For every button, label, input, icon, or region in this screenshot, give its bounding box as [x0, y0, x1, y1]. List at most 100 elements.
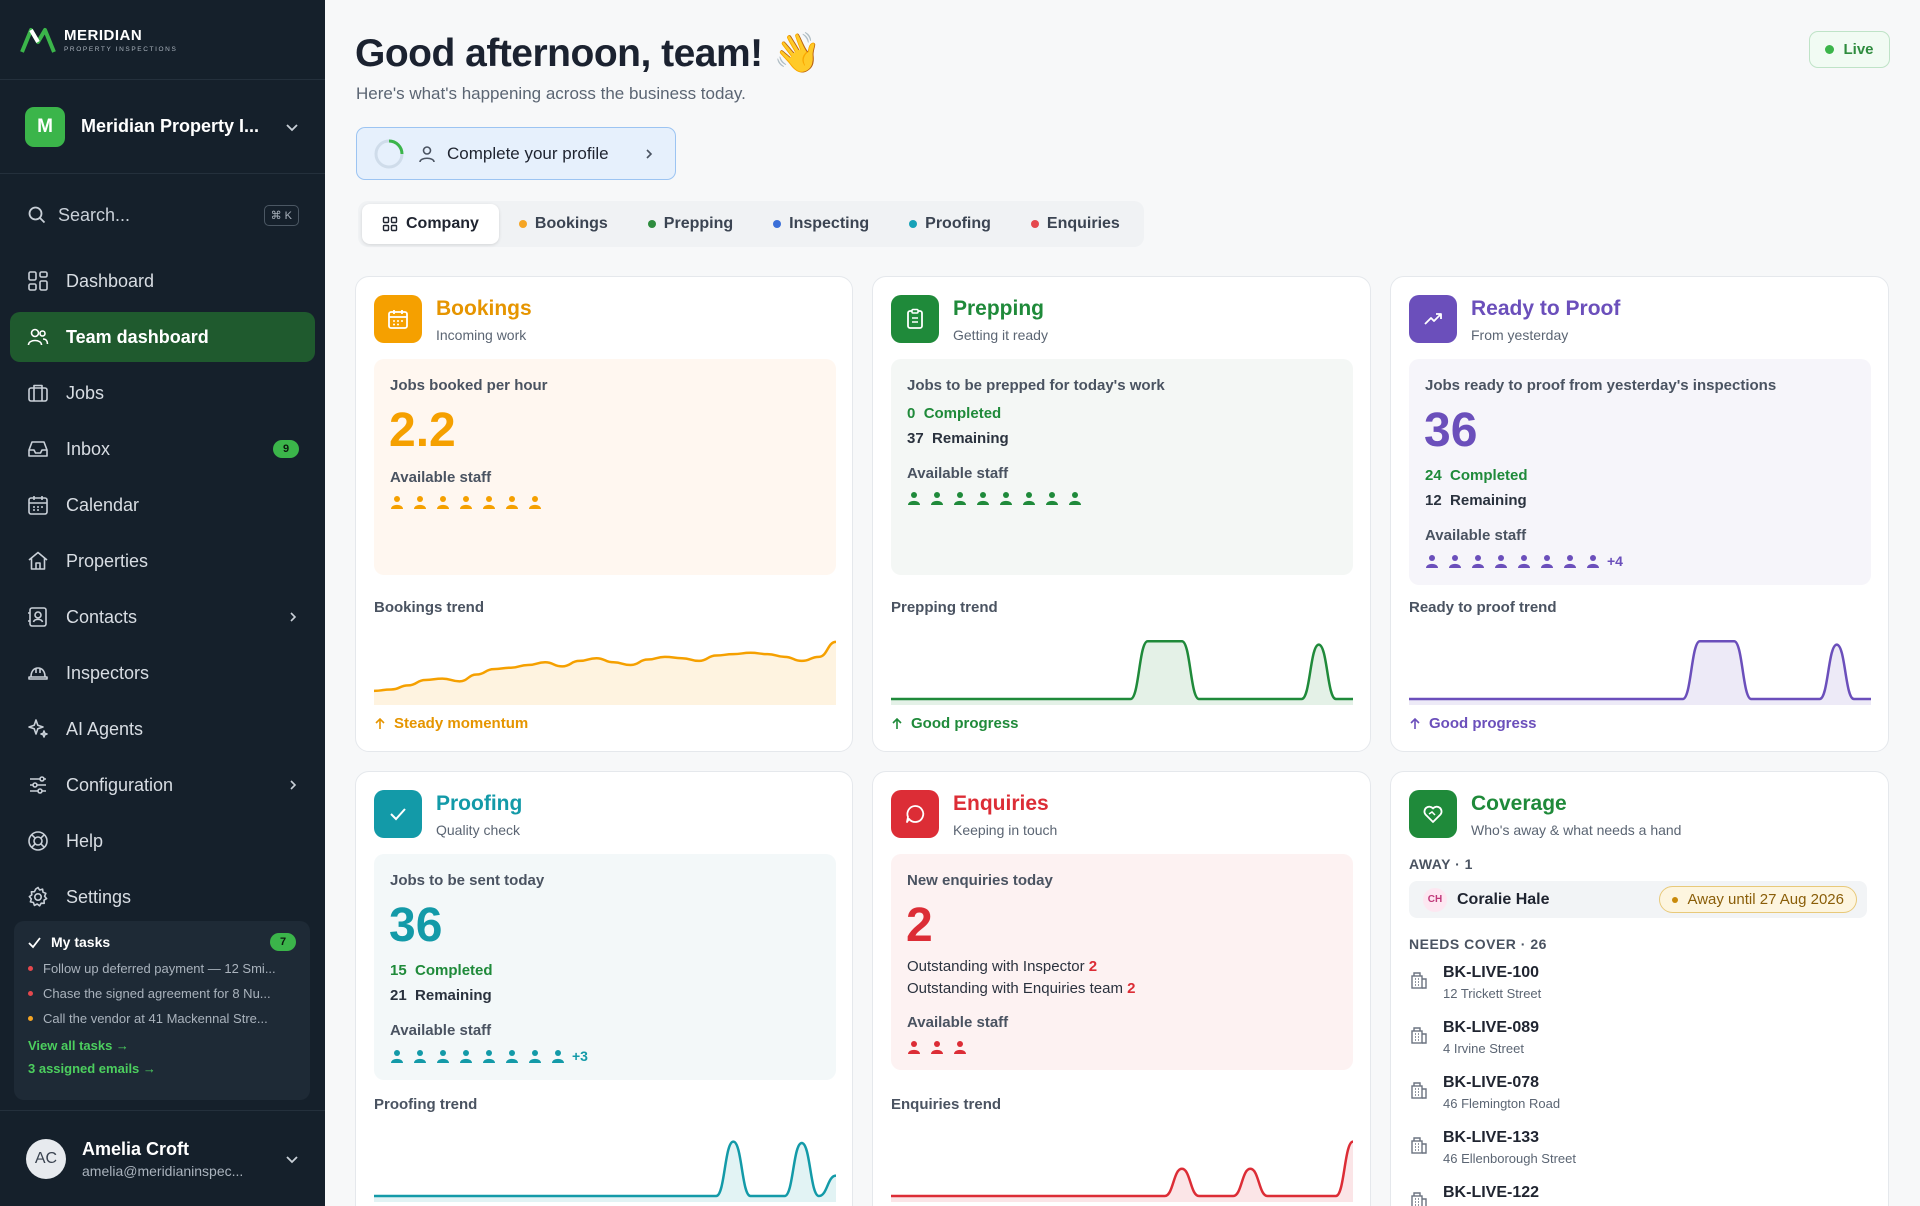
prepping-metric-panel: Jobs to be prepped for today's work 0 Co…	[891, 359, 1353, 575]
prepping-card[interactable]: Prepping Getting it ready Jobs to be pre…	[872, 276, 1371, 752]
workspace-switcher[interactable]: M Meridian Property I...	[0, 80, 325, 174]
assigned-emails-link[interactable]: 3 assigned emails →	[28, 1061, 156, 1076]
remaining-count: 37 Remaining	[907, 430, 1009, 447]
staff-person-icon	[460, 1050, 472, 1063]
bookings-metric-value: 2.2	[389, 404, 456, 457]
trend-line	[891, 1140, 1353, 1198]
needs-cover-item[interactable]: BK-LIVE-100 12 Trickett Street	[1409, 964, 1867, 1014]
sidebar-item-settings[interactable]: Settings	[10, 872, 315, 922]
away-person-row[interactable]: CH Coralie Hale Away until 27 Aug 2026	[1409, 881, 1867, 918]
trend-label: Prepping trend	[891, 599, 998, 616]
proof-metric-panel: Jobs ready to proof from yesterday's ins…	[1409, 359, 1871, 585]
completed-label: Completed	[415, 962, 493, 979]
chevron-down-icon	[286, 123, 298, 131]
sidebar-item-help[interactable]: Help	[10, 816, 315, 866]
chevron-down-icon	[286, 1155, 298, 1163]
calendar-icon	[28, 496, 48, 515]
sidebar-item-label: AI Agents	[66, 718, 144, 739]
card-title: Proofing	[436, 792, 523, 815]
search-input[interactable]: Search...	[58, 204, 131, 225]
brand-name: MERIDIAN	[64, 26, 143, 44]
task-item[interactable]: Follow up deferred payment — 12 Smi...	[28, 961, 296, 976]
completed-count: 24 Completed	[1425, 467, 1528, 484]
staff-person-icon	[506, 496, 518, 509]
lifebuoy-icon	[28, 831, 48, 851]
sidebar-item-ai-agents[interactable]: AI Agents	[10, 704, 315, 754]
needs-cover-item[interactable]: BK-LIVE-122	[1409, 1184, 1867, 1206]
available-staff	[907, 1040, 976, 1054]
home-icon	[28, 551, 48, 570]
tab-prepping[interactable]: Prepping	[628, 204, 753, 244]
task-item[interactable]: Call the vendor at 41 Mackennal Stre...	[28, 1011, 296, 1026]
chevron-right-icon	[646, 148, 653, 159]
sidebar-item-contacts[interactable]: Contacts	[10, 592, 315, 642]
needs-cover-item[interactable]: BK-LIVE-089 4 Irvine Street	[1409, 1019, 1867, 1069]
building-icon	[1411, 972, 1427, 989]
sidebar-item-jobs[interactable]: Jobs	[10, 368, 315, 418]
sidebar-item-team-dashboard[interactable]: Team dashboard	[10, 312, 315, 362]
sidebar-item-configuration[interactable]: Configuration	[10, 760, 315, 810]
card-subtitle: Incoming work	[436, 327, 527, 343]
heart-handshake-icon	[1409, 790, 1457, 838]
completed-label: Completed	[923, 405, 1002, 422]
needs-cover-item[interactable]: BK-LIVE-133 46 Ellenborough Street	[1409, 1129, 1867, 1179]
available-staff	[390, 495, 551, 509]
tab-label: Company	[406, 215, 479, 232]
staff-label: Available staff	[1425, 527, 1527, 544]
sparkles-icon	[28, 719, 48, 738]
sidebar-item-properties[interactable]: Properties	[10, 536, 315, 586]
live-dot-icon	[1825, 45, 1835, 54]
staff-person-icon	[931, 1041, 943, 1054]
bookings-card[interactable]: Bookings Incoming work Jobs booked per h…	[355, 276, 853, 752]
tab-dot-icon	[518, 220, 527, 228]
bookings-trend-chart	[374, 640, 836, 705]
avatar: CH	[1423, 887, 1447, 912]
tab-enquiries[interactable]: Enquiries	[1011, 204, 1140, 244]
tab-inspecting[interactable]: Inspecting	[753, 204, 889, 244]
tab-dot-icon	[1030, 220, 1039, 228]
enquiries-card[interactable]: Enquiries Keeping in touch New enquiries…	[872, 771, 1371, 1206]
coverage-card[interactable]: Coverage Who's away & what needs a hand …	[1390, 771, 1889, 1206]
view-all-tasks-link[interactable]: View all tasks →	[28, 1038, 129, 1053]
ready-to-proof-card[interactable]: Ready to Proof From yesterday Jobs ready…	[1390, 276, 1889, 752]
sidebar-item-inspectors[interactable]: Inspectors	[10, 648, 315, 698]
staff-person-icon	[414, 1050, 426, 1063]
tab-company[interactable]: Company	[362, 204, 499, 244]
brand[interactable]: MERIDIAN PROPERTY INSPECTIONS	[0, 0, 325, 80]
complete-profile-button[interactable]: Complete your profile	[356, 127, 676, 180]
card-title: Ready to Proof	[1471, 297, 1621, 320]
trending-up-icon	[1409, 295, 1457, 343]
chevron-right-icon	[290, 612, 297, 622]
sidebar-item-calendar[interactable]: Calendar	[10, 480, 315, 530]
search-icon	[28, 206, 46, 224]
outstanding-team: Outstanding with Enquiries team 2	[907, 980, 1135, 997]
sidebar-item-inbox[interactable]: Inbox 9	[10, 424, 315, 474]
search-bar[interactable]: Search... ⌘ K	[0, 174, 325, 256]
staff-label: Available staff	[390, 1022, 492, 1039]
trend-area	[1409, 641, 1871, 705]
booking-id: BK-LIVE-133	[1443, 1129, 1540, 1146]
trend-label: Ready to proof trend	[1409, 599, 1557, 616]
tab-dot-icon	[773, 220, 782, 228]
my-tasks-panel: My tasks 7 Follow up deferred payment — …	[14, 921, 310, 1100]
staff-person-icon	[1518, 555, 1530, 568]
clipboard-icon	[891, 295, 939, 343]
tab-proofing[interactable]: Proofing	[889, 204, 1011, 244]
sidebar-item-dashboard[interactable]: Dashboard	[10, 256, 315, 306]
completed-label: Completed	[1450, 467, 1528, 484]
contacts-icon	[28, 607, 47, 627]
staff-person-icon	[1069, 492, 1081, 505]
needs-cover-item[interactable]: BK-LIVE-078 46 Flemington Road	[1409, 1074, 1867, 1124]
tab-bookings[interactable]: Bookings	[499, 204, 628, 244]
task-item[interactable]: Chase the signed agreement for 8 Nu...	[28, 986, 296, 1001]
booking-id: BK-LIVE-078	[1443, 1074, 1540, 1091]
metric-label: Jobs ready to proof from yesterday's ins…	[1425, 377, 1777, 394]
trend-note: Good progress	[1409, 715, 1537, 732]
metric-label: Jobs to be prepped for today's work	[907, 377, 1165, 394]
proofing-card[interactable]: Proofing Quality check Jobs to be sent t…	[355, 771, 853, 1206]
prepping-trend-chart	[891, 639, 1353, 705]
booking-address: 12 Trickett Street	[1443, 986, 1542, 1001]
tab-label: Prepping	[663, 215, 734, 232]
staff-person-icon	[460, 496, 472, 509]
user-menu[interactable]: AC Amelia Croft amelia@meridianinspec...	[0, 1110, 325, 1206]
